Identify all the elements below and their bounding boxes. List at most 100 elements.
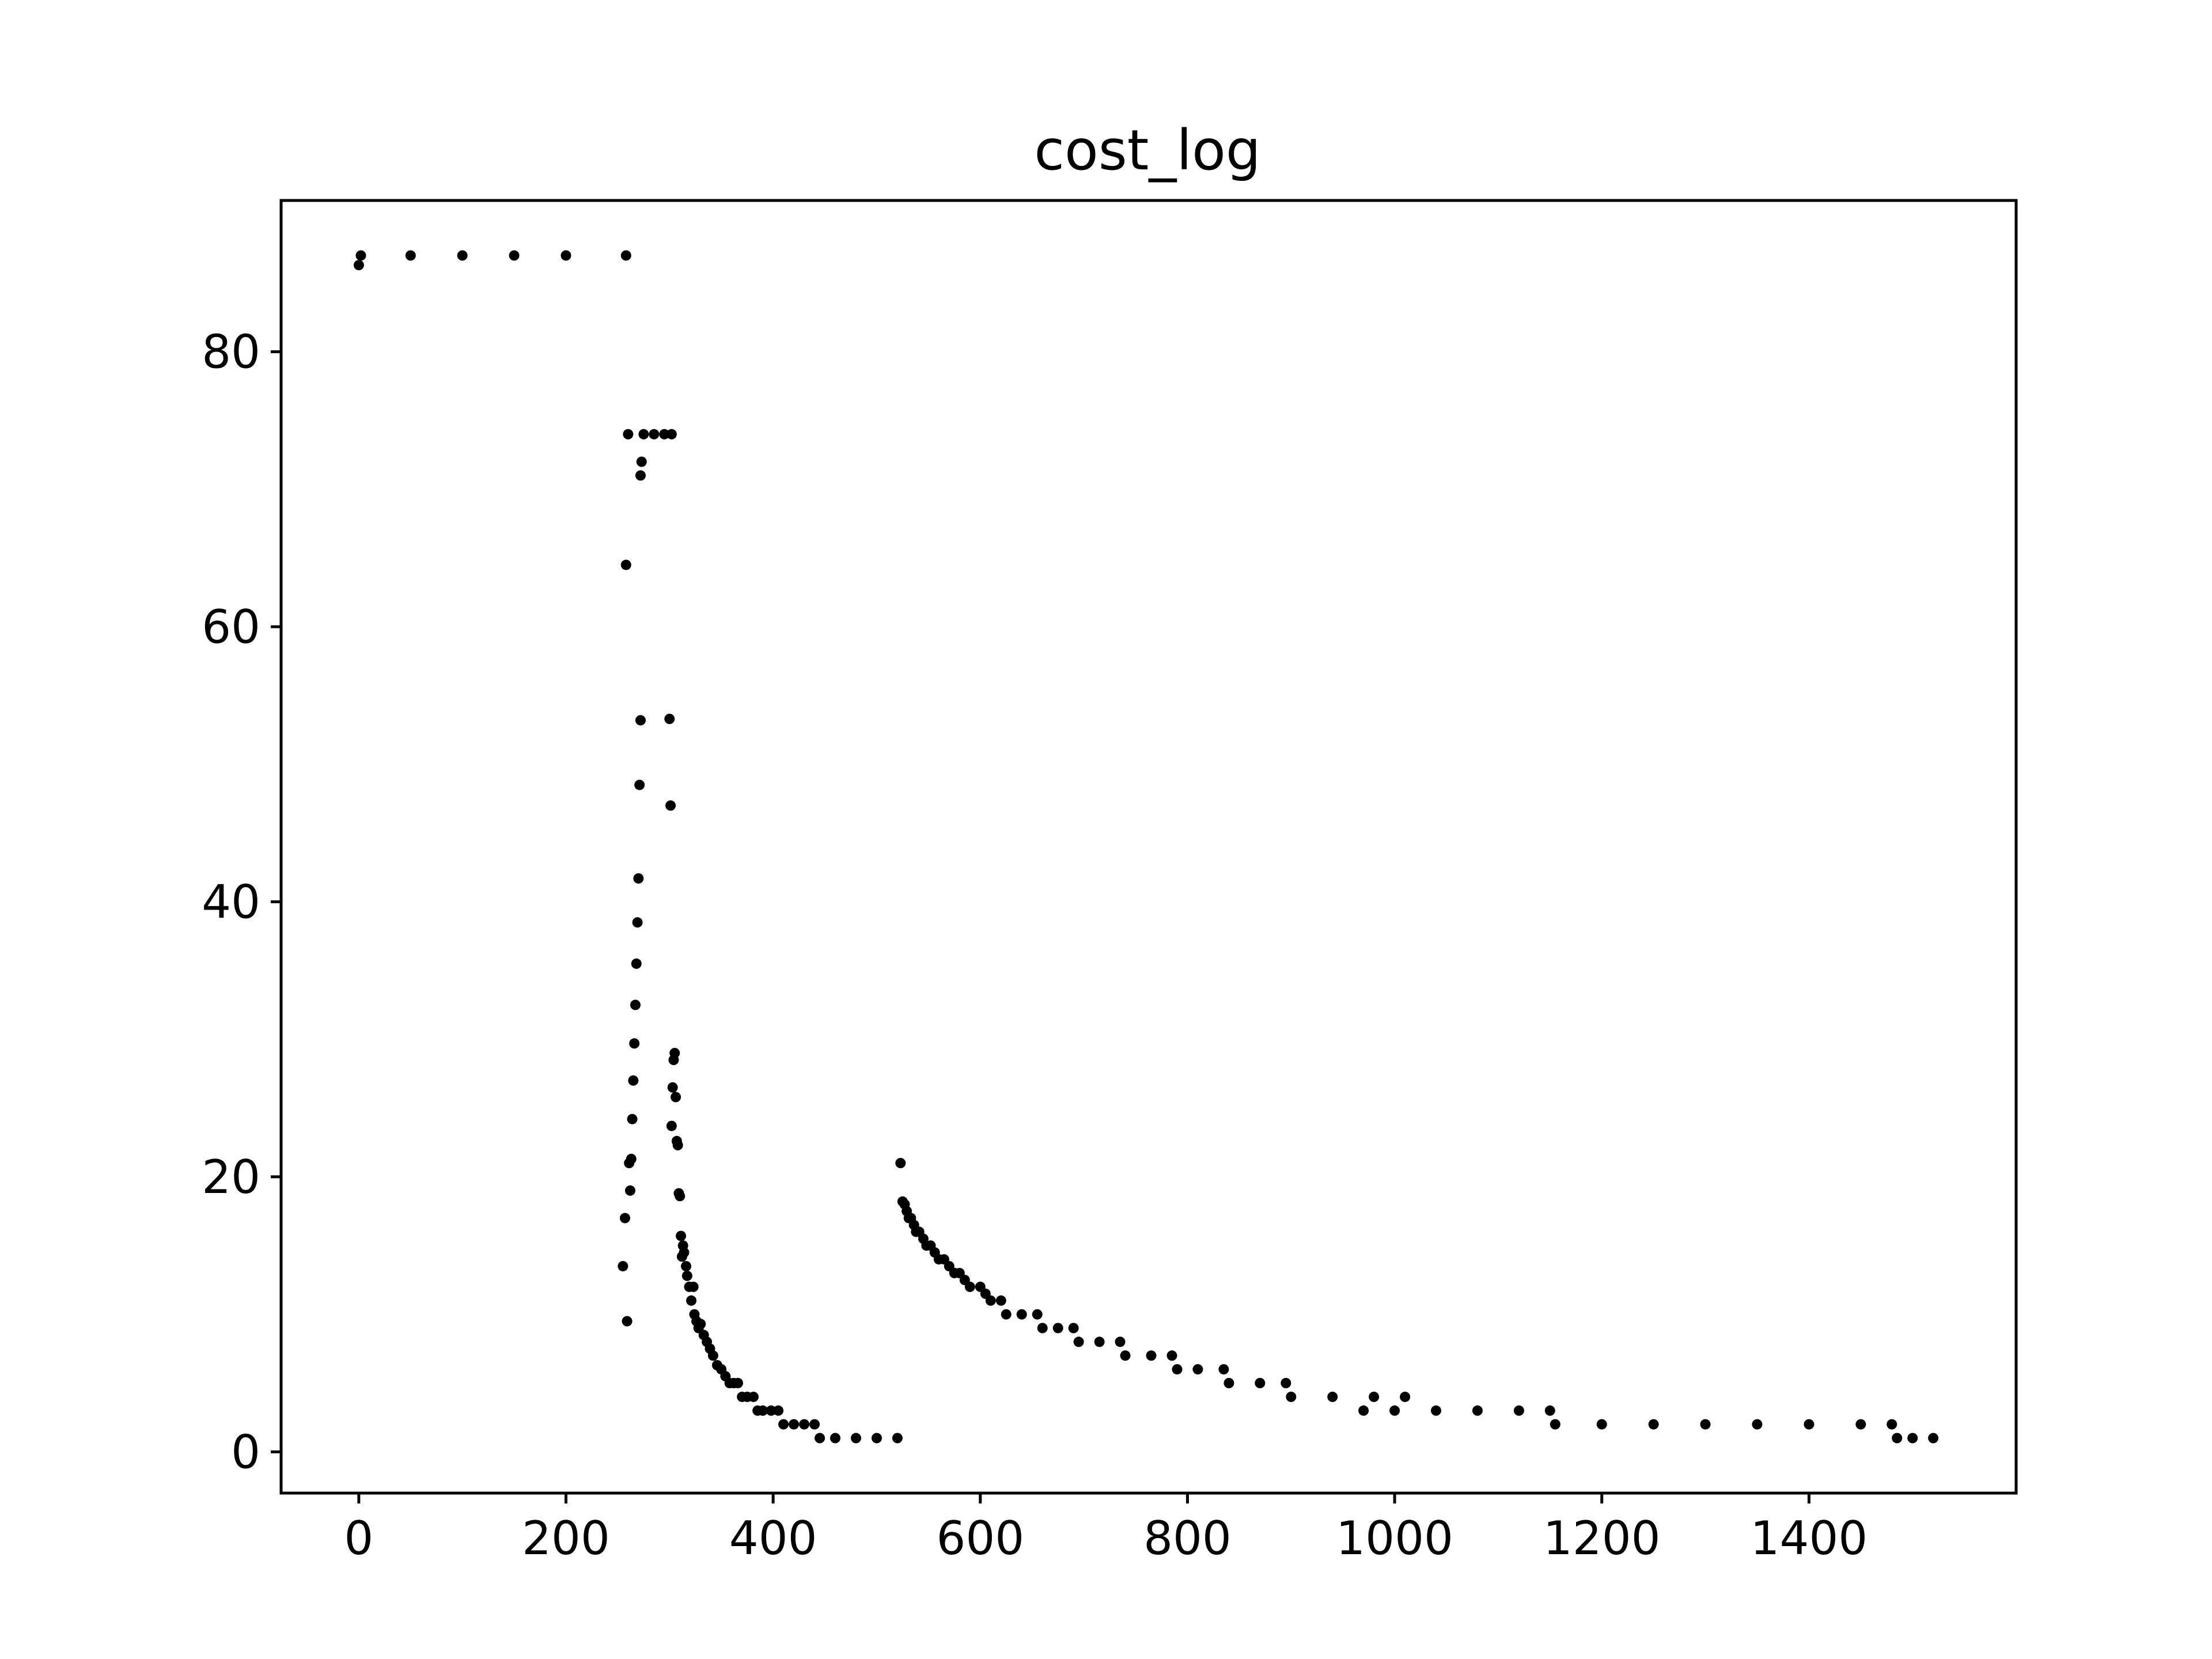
data-point bbox=[1550, 1419, 1560, 1430]
data-point bbox=[638, 429, 649, 440]
data-point bbox=[748, 1391, 759, 1402]
data-point bbox=[778, 1419, 789, 1430]
data-point bbox=[665, 800, 676, 811]
data-point bbox=[667, 1082, 678, 1093]
data-point bbox=[1544, 1405, 1555, 1416]
data-point bbox=[1286, 1391, 1297, 1402]
data-point bbox=[1281, 1378, 1291, 1388]
data-point bbox=[629, 1038, 640, 1049]
data-point bbox=[636, 456, 647, 467]
data-point bbox=[659, 429, 670, 440]
data-point bbox=[1172, 1364, 1183, 1375]
data-point bbox=[872, 1433, 882, 1444]
data-point bbox=[627, 1113, 638, 1124]
data-point bbox=[635, 715, 646, 726]
data-point bbox=[695, 1319, 706, 1330]
data-point bbox=[1073, 1336, 1084, 1347]
data-point bbox=[1389, 1405, 1400, 1416]
data-point bbox=[757, 1405, 768, 1416]
data-point bbox=[1887, 1419, 1897, 1430]
data-point bbox=[1358, 1405, 1369, 1416]
data-point bbox=[620, 559, 631, 570]
data-point bbox=[1068, 1323, 1079, 1334]
data-point bbox=[620, 1213, 630, 1224]
y-axis: 0 20 40 60 80 bbox=[202, 325, 281, 1479]
data-point bbox=[895, 1158, 906, 1169]
data-point bbox=[679, 1247, 690, 1258]
x-axis: 0 200 400 600 800 1000 1200 1400 bbox=[344, 1493, 1868, 1565]
data-point bbox=[1166, 1350, 1177, 1361]
data-point bbox=[1094, 1336, 1105, 1347]
data-point bbox=[623, 429, 634, 440]
data-point bbox=[681, 1261, 692, 1272]
data-point bbox=[773, 1405, 784, 1416]
data-point bbox=[355, 250, 366, 261]
data-point bbox=[1472, 1405, 1483, 1416]
data-point bbox=[1855, 1419, 1866, 1430]
data-point bbox=[789, 1419, 800, 1430]
x-tick-label: 400 bbox=[729, 1512, 817, 1565]
data-point bbox=[1752, 1419, 1763, 1430]
data-point bbox=[995, 1295, 1006, 1306]
data-point bbox=[1192, 1364, 1203, 1375]
y-tick-label: 20 bbox=[202, 1150, 260, 1204]
data-point bbox=[1032, 1309, 1043, 1320]
x-tick-label: 600 bbox=[936, 1512, 1024, 1565]
y-tick-label: 80 bbox=[202, 325, 260, 379]
data-point bbox=[964, 1281, 975, 1292]
data-point bbox=[649, 429, 660, 440]
y-tick-label: 40 bbox=[202, 875, 260, 929]
data-point bbox=[666, 1120, 677, 1131]
data-point bbox=[830, 1433, 840, 1444]
data-point bbox=[686, 1295, 697, 1306]
y-tick-label: 0 bbox=[231, 1425, 260, 1479]
data-point bbox=[1400, 1391, 1411, 1402]
x-tick-label: 1000 bbox=[1336, 1512, 1453, 1565]
data-point bbox=[1016, 1309, 1027, 1320]
data-point bbox=[675, 1191, 685, 1202]
data-point bbox=[1369, 1391, 1380, 1402]
data-point bbox=[618, 1261, 628, 1272]
data-point bbox=[669, 1048, 680, 1059]
data-point bbox=[809, 1419, 820, 1430]
data-point bbox=[560, 250, 571, 261]
data-point bbox=[1001, 1309, 1012, 1320]
data-point bbox=[1120, 1350, 1131, 1361]
data-point bbox=[1224, 1378, 1234, 1388]
data-point bbox=[457, 250, 468, 261]
data-point bbox=[1513, 1405, 1524, 1416]
data-point bbox=[632, 917, 643, 928]
x-tick-label: 0 bbox=[344, 1512, 373, 1565]
data-point bbox=[1146, 1350, 1157, 1361]
data-point bbox=[1596, 1419, 1607, 1430]
data-point bbox=[666, 429, 677, 440]
x-tick-label: 800 bbox=[1143, 1512, 1232, 1565]
data-point bbox=[1052, 1323, 1063, 1334]
data-point bbox=[671, 1092, 681, 1103]
x-tick-label: 1200 bbox=[1543, 1512, 1661, 1565]
data-points bbox=[353, 250, 1939, 1444]
data-point bbox=[799, 1419, 810, 1430]
data-point bbox=[1218, 1364, 1229, 1375]
data-point bbox=[815, 1433, 825, 1444]
data-point bbox=[1928, 1433, 1939, 1444]
data-point bbox=[1115, 1336, 1126, 1347]
data-point bbox=[1648, 1419, 1659, 1430]
data-point bbox=[664, 714, 675, 724]
data-point bbox=[620, 250, 631, 261]
data-point bbox=[1700, 1419, 1711, 1430]
x-tick-label: 200 bbox=[522, 1512, 610, 1565]
data-point bbox=[635, 470, 646, 481]
data-point bbox=[1804, 1419, 1815, 1430]
data-point bbox=[628, 1075, 639, 1086]
data-point bbox=[1907, 1433, 1918, 1444]
data-point bbox=[851, 1433, 861, 1444]
data-point bbox=[707, 1350, 718, 1361]
data-point bbox=[622, 1316, 632, 1327]
data-point bbox=[405, 250, 416, 261]
data-point bbox=[676, 1230, 687, 1241]
data-point bbox=[631, 958, 642, 969]
data-point bbox=[509, 250, 520, 261]
data-point bbox=[1431, 1405, 1441, 1416]
